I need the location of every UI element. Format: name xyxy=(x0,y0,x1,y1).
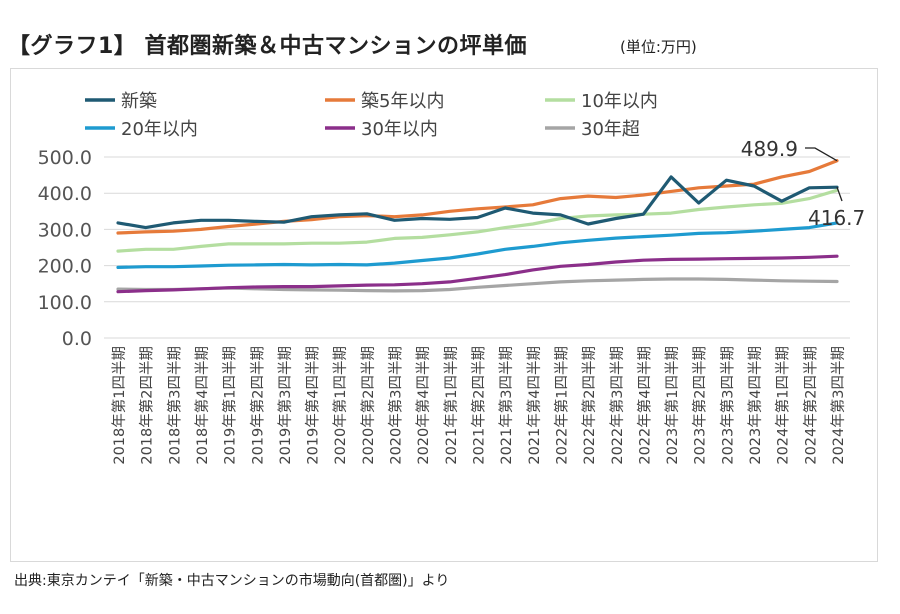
y-tick-label: 400.0 xyxy=(38,183,92,205)
annotation-leader xyxy=(836,186,843,202)
legend-label: 10年以内 xyxy=(581,91,658,112)
x-tick-label: 2018年第3四半期 xyxy=(165,346,183,465)
x-tick-label: 2018年第2四半期 xyxy=(138,346,156,465)
y-tick-label: 300.0 xyxy=(38,219,92,241)
data-label: 416.7 xyxy=(808,206,865,230)
data-label: 489.9 xyxy=(741,137,798,161)
x-tick-label: 2020年第4四半期 xyxy=(414,346,432,465)
x-tick-label: 2022年第2四半期 xyxy=(580,346,598,465)
legend-label: 新築 xyxy=(121,91,157,112)
y-tick-label: 100.0 xyxy=(38,292,92,314)
series-line-0 xyxy=(116,175,839,230)
legend-label: 20年以内 xyxy=(121,119,198,140)
x-tick-label: 2023年第4四半期 xyxy=(746,346,764,465)
y-tick-label: 500.0 xyxy=(38,147,92,169)
x-tick-label: 2018年第4四半期 xyxy=(193,346,211,465)
x-tick-label: 2023年第2四半期 xyxy=(691,346,709,465)
x-tick-label: 2019年第2四半期 xyxy=(248,346,266,465)
chart-frame xyxy=(10,68,878,562)
x-tick-label: 2020年第1四半期 xyxy=(331,346,349,465)
x-tick-label: 2024年第2四半期 xyxy=(801,346,819,465)
unit-label: (単位:万円) xyxy=(620,38,697,56)
x-tick-label: 2020年第3四半期 xyxy=(387,346,405,465)
x-tick-label: 2023年第1四半期 xyxy=(663,346,681,465)
source-note: 出典:東京カンテイ「新築・中古マンションの市場動向(首都圏)」より xyxy=(14,573,450,589)
series-line-1 xyxy=(116,159,839,235)
x-tick-label: 2019年第3四半期 xyxy=(276,346,294,465)
series-line-4 xyxy=(116,254,839,294)
x-tick-label: 2021年第2四半期 xyxy=(470,346,488,465)
x-tick-label: 2024年第1四半期 xyxy=(774,346,792,465)
x-tick-label: 2019年第4四半期 xyxy=(304,346,322,465)
series-line-3 xyxy=(116,221,839,269)
x-tick-label: 2022年第4四半期 xyxy=(635,346,653,465)
x-tick-label: 2023年第3四半期 xyxy=(718,346,736,465)
x-tick-label: 2021年第1四半期 xyxy=(442,346,460,465)
chart-title: 【グラフ1】 首都圏新築＆中古マンションの坪単価 xyxy=(8,34,527,59)
x-tick-label: 2022年第3四半期 xyxy=(608,346,626,465)
x-tick-label: 2019年第1四半期 xyxy=(221,346,239,465)
x-tick-label: 2020年第2四半期 xyxy=(359,346,377,465)
x-tick-label: 2022年第1四半期 xyxy=(552,346,570,465)
annotation-leader xyxy=(805,147,838,162)
x-tick-label: 2018年第1四半期 xyxy=(110,346,128,465)
series-line-2 xyxy=(116,188,839,253)
y-tick-label: 200.0 xyxy=(38,256,92,278)
x-tick-label: 2024年第3四半期 xyxy=(829,346,847,465)
y-tick-label: 0.0 xyxy=(62,328,92,350)
legend-label: 築5年以内 xyxy=(361,91,444,112)
legend-label: 30年以内 xyxy=(361,119,438,140)
x-tick-label: 2021年第3四半期 xyxy=(497,346,515,465)
x-tick-label: 2021年第4四半期 xyxy=(525,346,543,465)
legend-label: 30年超 xyxy=(581,119,640,140)
